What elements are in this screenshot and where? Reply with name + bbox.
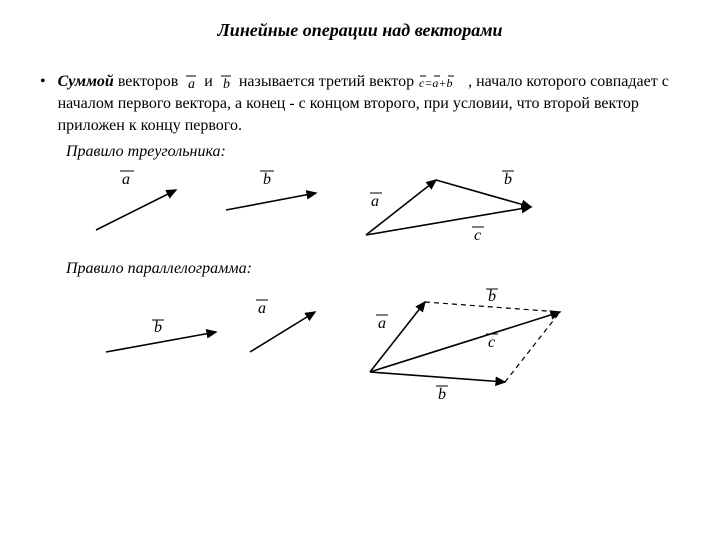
parallelogram-combined-icon: a b b c xyxy=(350,282,600,407)
svg-text:a: a xyxy=(258,300,266,317)
svg-text:b: b xyxy=(263,171,271,188)
def-t3: называется третий вектор xyxy=(235,73,418,90)
svg-text:b: b xyxy=(223,77,230,90)
def-t1: векторов xyxy=(114,73,182,90)
def-t2: и xyxy=(200,73,217,90)
triangle-vec-a-icon: a xyxy=(86,165,206,245)
svg-text:a: a xyxy=(378,315,386,332)
parallelogram-vec-b-icon: b xyxy=(86,317,236,362)
definition-paragraph: Суммой векторов a и b называется третий … xyxy=(58,71,690,137)
triangle-rule-heading: Правило треугольника: xyxy=(66,143,690,161)
svg-text:b: b xyxy=(504,171,512,188)
svg-text:a: a xyxy=(122,171,130,188)
parallelogram-vec-a-icon: a xyxy=(240,282,340,362)
svg-text:b: b xyxy=(438,386,446,403)
page-title: Линейные операции над векторами xyxy=(0,0,720,71)
term-summa: Суммой xyxy=(58,73,114,90)
svg-text:c=a+b: c=a+b xyxy=(419,76,453,90)
bullet-mark: • xyxy=(40,71,46,93)
triangle-combined-icon: a b c xyxy=(356,165,556,250)
svg-text:b: b xyxy=(154,319,162,336)
svg-text:c: c xyxy=(488,334,495,351)
svg-text:a: a xyxy=(371,193,379,210)
svg-text:a: a xyxy=(188,77,195,90)
vector-sum-inline-icon: c=a+b xyxy=(418,72,464,90)
svg-text:b: b xyxy=(488,288,496,305)
vector-a-inline-icon: a xyxy=(182,72,200,90)
vector-b-inline-icon: b xyxy=(217,72,235,90)
triangle-vec-b-icon: b xyxy=(216,165,346,245)
triangle-figure-row: a b a b c xyxy=(86,165,690,250)
parallelogram-rule-heading: Правило параллелограмма: xyxy=(66,260,690,278)
content-block: • Суммой векторов a и b называется трети… xyxy=(0,71,720,407)
parallelogram-figure-row: b a xyxy=(86,282,690,407)
svg-text:c: c xyxy=(474,227,481,244)
